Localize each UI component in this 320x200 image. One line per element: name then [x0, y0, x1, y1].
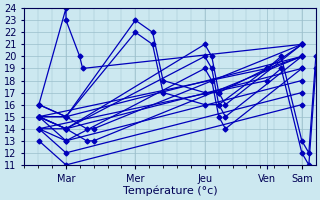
X-axis label: Température (°c): Température (°c)	[123, 185, 217, 196]
